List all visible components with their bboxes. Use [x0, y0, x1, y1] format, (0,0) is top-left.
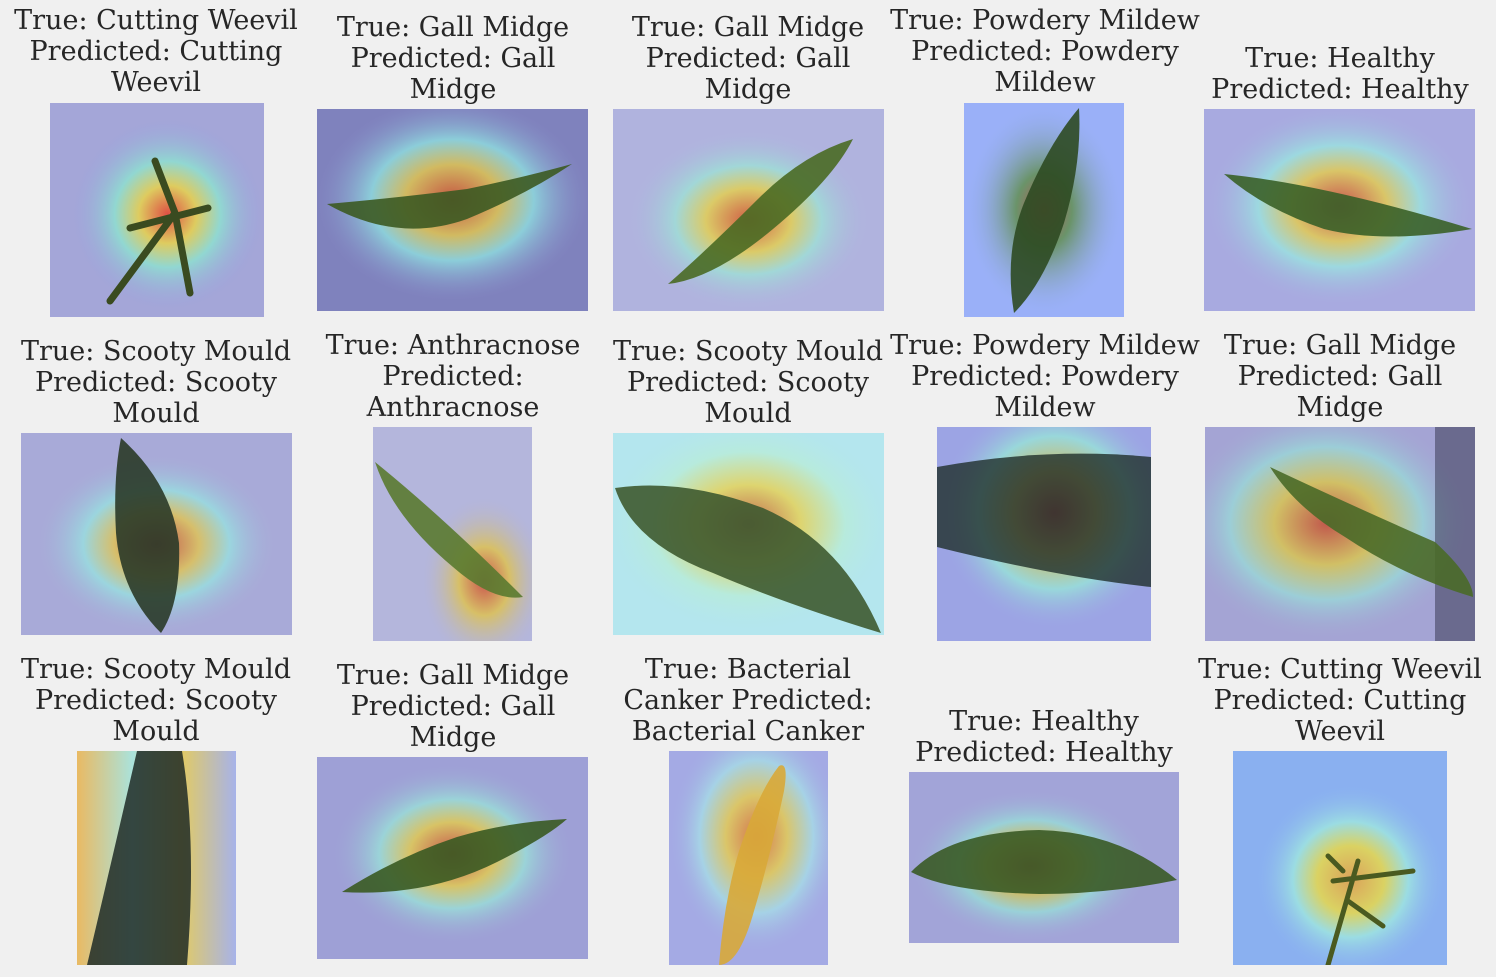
caption-line: Predicted: Scooty	[34, 367, 278, 398]
panel-caption: True: Cutting Weevil Predicted: Cutting …	[6, 5, 306, 98]
caption-line: Midge	[704, 74, 792, 105]
heatmap-image	[1233, 751, 1447, 965]
caption-line: Midge	[1296, 392, 1384, 423]
caption-line: Mould	[704, 398, 792, 429]
panel-caption: True: Bacterial Canker Predicted: Bacter…	[598, 654, 898, 747]
heatmap-image	[909, 772, 1179, 943]
caption-line: True: Powdery Mildew	[890, 5, 1200, 36]
heatmap-image	[50, 103, 264, 317]
heatmap-image	[77, 751, 236, 965]
caption-line: Predicted: Gall	[350, 691, 556, 722]
heatmap-image	[317, 109, 588, 311]
caption-line: Canker Predicted:	[623, 685, 873, 716]
panel-caption: True: Scooty Mould Predicted: Scooty Mou…	[6, 654, 306, 747]
panel-caption: True: Scooty Mould Predicted: Scooty Mou…	[6, 336, 306, 429]
panel-caption: True: Cutting Weevil Predicted: Cutting …	[1190, 654, 1490, 747]
caption-line: Predicted: Cutting	[1213, 685, 1467, 716]
caption-line: Predicted: Gall	[350, 43, 556, 74]
caption-line: Mildew	[994, 67, 1096, 98]
caption-line: Midge	[409, 74, 497, 105]
caption-line: Predicted: Powdery	[911, 36, 1179, 67]
heatmap-image	[613, 109, 884, 311]
caption-line: Mould	[112, 398, 200, 429]
caption-line: True: Gall Midge	[1223, 330, 1457, 361]
heatmap-image	[373, 427, 532, 641]
heatmap-image	[937, 427, 1151, 641]
caption-line: Predicted: Gall	[645, 43, 851, 74]
caption-line: Predicted: Scooty	[626, 367, 870, 398]
panel-caption: True: Gall Midge Predicted: Gall Midge	[1190, 330, 1490, 423]
heatmap-image	[1204, 109, 1475, 311]
heatmap-image	[1205, 427, 1475, 641]
panel-caption: True: Gall Midge Predicted: Gall Midge	[303, 12, 603, 105]
caption-line: True: Scooty Mould	[21, 654, 291, 685]
heatmap-image	[964, 103, 1124, 317]
caption-line: Weevil	[110, 67, 202, 98]
caption-line: Predicted: Healthy	[1211, 74, 1469, 105]
caption-line: True: Gall Midge	[336, 660, 570, 691]
caption-line: True: Anthracnose	[325, 330, 581, 361]
caption-line: True: Healthy	[949, 706, 1139, 737]
caption-line: Weevil	[1294, 716, 1386, 747]
caption-line: True: Scooty Mould	[613, 336, 883, 367]
caption-line: Predicted:	[382, 361, 524, 392]
caption-line: True: Scooty Mould	[21, 336, 291, 367]
caption-line: Predicted: Scooty	[34, 685, 278, 716]
heatmap-image	[613, 433, 884, 635]
heatmap-image	[21, 433, 292, 635]
panel-caption: True: Anthracnose Predicted: Anthracnose	[303, 330, 603, 423]
caption-line: True: Gall Midge	[631, 12, 865, 43]
caption-line: Predicted: Cutting	[29, 36, 283, 67]
caption-line: Predicted: Healthy	[915, 737, 1173, 768]
panel-caption: True: Powdery Mildew Predicted: Powdery …	[880, 330, 1210, 423]
caption-line: Midge	[409, 722, 497, 753]
caption-line: True: Powdery Mildew	[890, 330, 1200, 361]
panel-caption: True: Healthy Predicted: Healthy	[1190, 43, 1490, 105]
caption-line: True: Healthy	[1245, 43, 1435, 74]
heatmap-image	[669, 751, 828, 965]
caption-line: True: Bacterial	[644, 654, 852, 685]
panel-caption: True: Healthy Predicted: Healthy	[894, 706, 1194, 768]
panel-caption: True: Powdery Mildew Predicted: Powdery …	[880, 5, 1210, 98]
caption-line: Mould	[112, 716, 200, 747]
caption-line: True: Cutting Weevil	[1198, 654, 1482, 685]
caption-line: Predicted: Powdery	[911, 361, 1179, 392]
caption-line: Bacterial Canker	[631, 716, 865, 747]
panel-caption: True: Gall Midge Predicted: Gall Midge	[598, 12, 898, 105]
caption-line: Mildew	[994, 392, 1096, 423]
caption-line: Predicted: Gall	[1237, 361, 1443, 392]
caption-line: True: Gall Midge	[336, 12, 570, 43]
heatmap-image	[317, 757, 588, 959]
panel-caption: True: Scooty Mould Predicted: Scooty Mou…	[598, 336, 898, 429]
caption-line: True: Cutting Weevil	[14, 5, 298, 36]
panel-caption: True: Gall Midge Predicted: Gall Midge	[303, 660, 603, 753]
caption-line: Anthracnose	[366, 392, 540, 423]
